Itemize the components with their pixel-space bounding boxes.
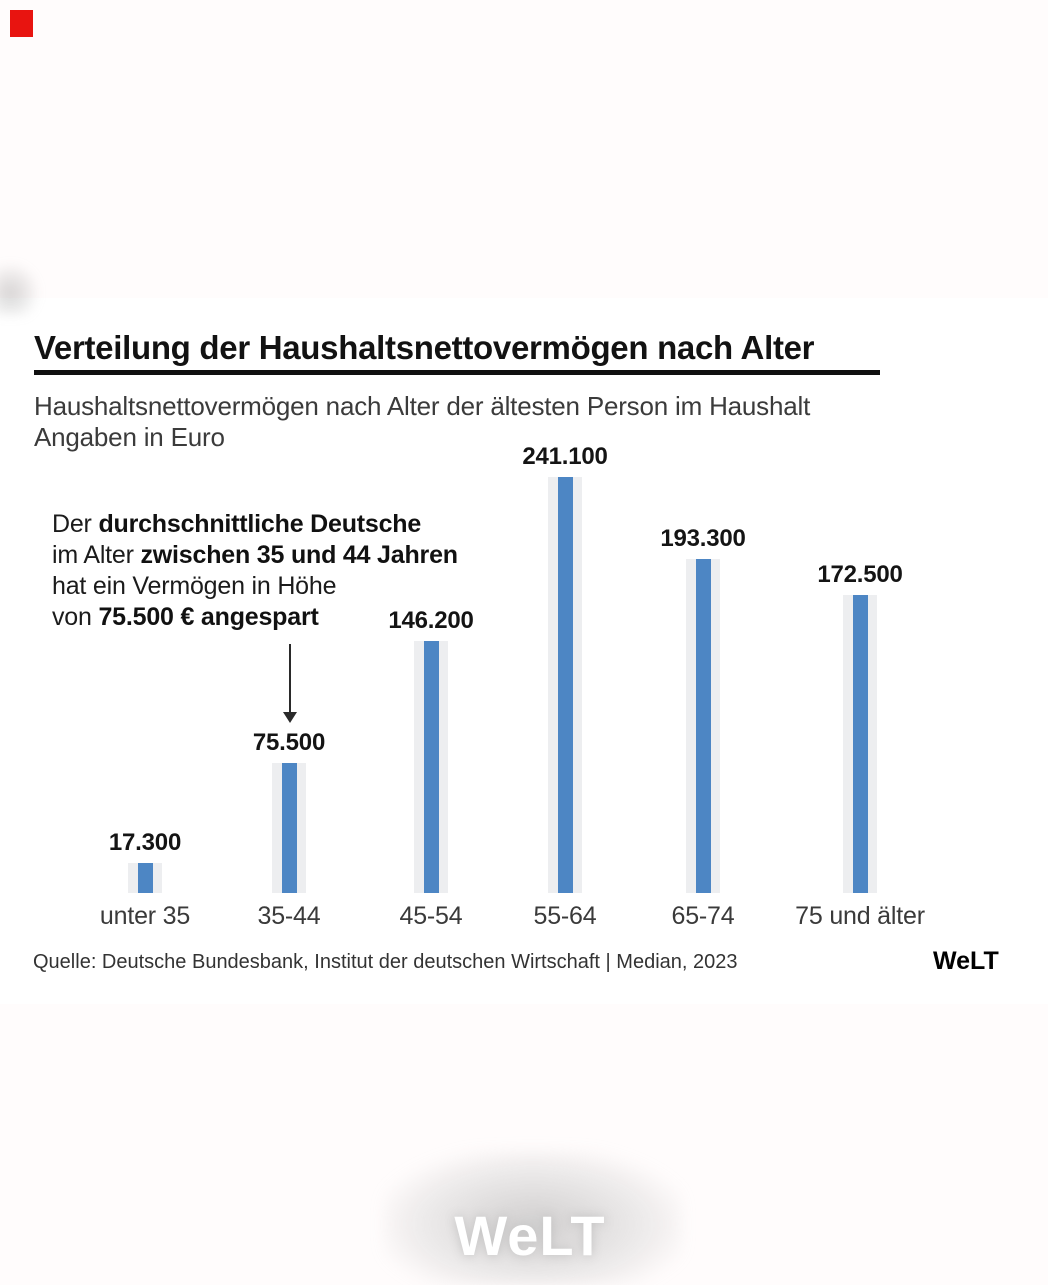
annotation-text: Der durchschnittliche Deutsche im Alter … (52, 509, 522, 633)
welt-logo: WeLT (933, 947, 999, 975)
subtitle-line-1: Haushaltsnettovermögen nach Alter der äl… (34, 391, 811, 421)
arrow-down-icon (283, 712, 297, 723)
bar (557, 477, 573, 893)
annotation-bold: 75.500 € angespart (98, 603, 319, 631)
category-label: 35-44 (257, 902, 321, 930)
category-label: 55-64 (533, 902, 597, 930)
bar-value-label: 193.300 (660, 525, 746, 552)
annotation-bold: zwischen 35 und 44 Jahren (140, 541, 459, 569)
bar-value-label: 146.200 (388, 607, 474, 634)
chart-subtitle: Haushaltsnettovermögen nach Alter der äl… (34, 391, 1014, 453)
category-label: 75 und älter (795, 902, 925, 930)
subtitle-line-2: Angaben in Euro (34, 422, 225, 452)
source-line: Quelle: Deutsche Bundesbank, Institut de… (33, 951, 738, 973)
card-corner-shadow (0, 264, 38, 316)
category-label: 65-74 (671, 902, 735, 930)
bar-chart: 17.300 unter 35 75.500 35-44 146.200 45-54 241… (99, 443, 925, 930)
bar (423, 641, 439, 893)
category-label: unter 35 (99, 902, 191, 930)
arrow-line (289, 644, 291, 714)
bar (137, 863, 153, 893)
bar-value-label: 75.500 (252, 729, 326, 756)
welt-brand-square-icon (10, 10, 33, 37)
bar-value-label: 17.300 (108, 829, 182, 856)
annotation-line: im Alter zwischen 35 und 44 Jahren (52, 540, 522, 571)
bar-value-label: 241.100 (522, 443, 608, 470)
title-underline (34, 370, 880, 375)
bar (852, 595, 868, 893)
welt-watermark: WeLT (454, 1204, 606, 1267)
annotation-regular: Der (52, 510, 99, 538)
annotation-line: von 75.500 € angespart (52, 602, 522, 633)
chart-title: Verteilung der Haushaltsnettovermögen na… (34, 329, 815, 366)
bar-value-label: 172.500 (817, 561, 903, 588)
watermark-haze (383, 1150, 683, 1285)
category-label: 45-54 (399, 902, 463, 930)
annotation-regular: hat ein Vermögen in Höhe (52, 572, 337, 600)
bar (695, 559, 711, 893)
annotation-line: hat ein Vermögen in Höhe (52, 571, 522, 602)
annotation-regular: im Alter (52, 541, 141, 569)
bar (281, 763, 297, 893)
annotation-regular: von (52, 603, 99, 631)
annotation-line: Der durchschnittliche Deutsche (52, 509, 522, 540)
annotation-bold: durchschnittliche Deutsche (98, 510, 422, 538)
